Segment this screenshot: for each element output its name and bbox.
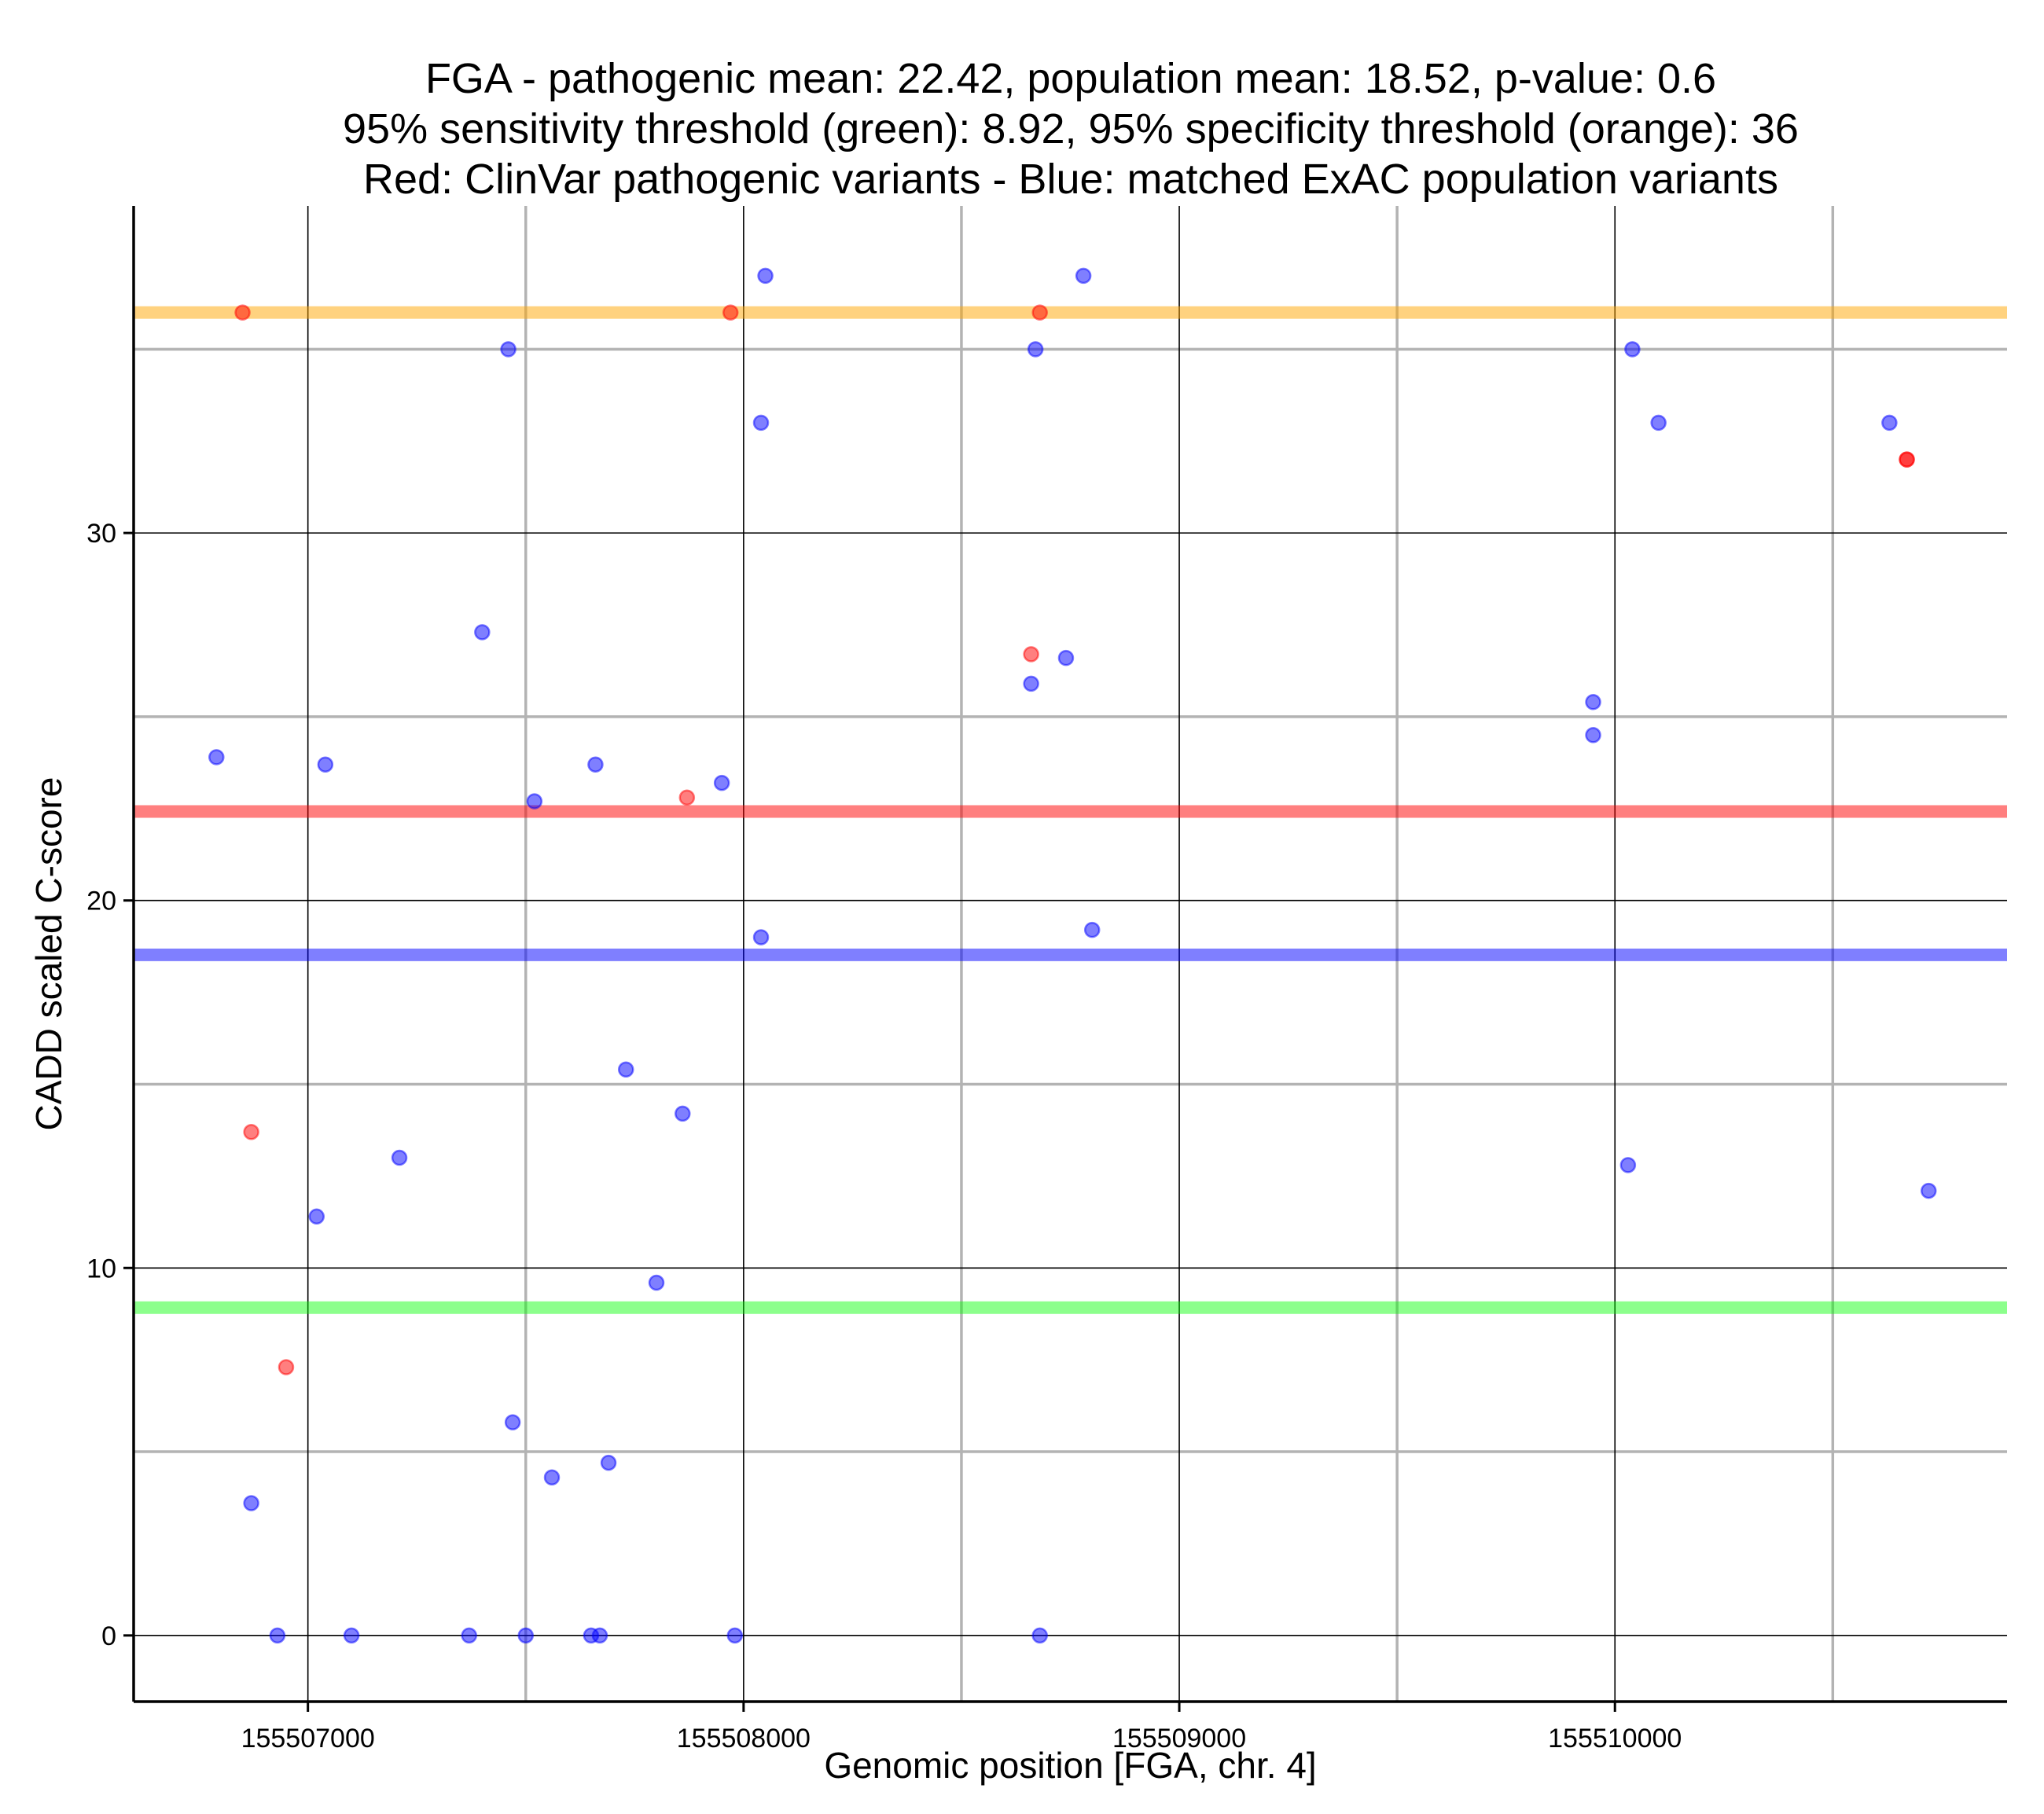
y-tick-label: 30 bbox=[86, 519, 116, 549]
data-point bbox=[1083, 921, 1101, 938]
data-point bbox=[474, 624, 491, 641]
data-point bbox=[678, 789, 696, 806]
data-point bbox=[1031, 304, 1048, 321]
title-line-2: 95% sensitivity threshold (green): 8.92,… bbox=[343, 105, 1799, 152]
data-point bbox=[675, 1105, 691, 1122]
data-point bbox=[617, 1061, 634, 1078]
data-point bbox=[726, 1627, 744, 1644]
x-tick-label: 155510000 bbox=[1548, 1724, 1682, 1753]
reference-lines bbox=[134, 306, 2007, 1314]
data-point bbox=[1023, 646, 1039, 663]
x-tick-label: 155507000 bbox=[241, 1724, 375, 1753]
data-point bbox=[1881, 414, 1898, 431]
data-point bbox=[526, 793, 543, 810]
data-point bbox=[278, 1359, 295, 1375]
data-point bbox=[648, 1274, 665, 1291]
data-point bbox=[757, 267, 774, 285]
data-point bbox=[1585, 727, 1601, 744]
data-point bbox=[1650, 414, 1667, 431]
data-point bbox=[500, 341, 517, 358]
data-points bbox=[208, 267, 1937, 1644]
y-tick-label: 10 bbox=[86, 1254, 116, 1283]
y-tick-label: 20 bbox=[86, 887, 116, 916]
data-point bbox=[308, 1208, 325, 1225]
data-point bbox=[269, 1627, 286, 1644]
data-point bbox=[1057, 649, 1075, 666]
data-point bbox=[243, 1124, 259, 1140]
data-point bbox=[591, 1627, 608, 1644]
data-point bbox=[752, 414, 770, 431]
data-point bbox=[752, 929, 770, 946]
data-point bbox=[1075, 267, 1092, 285]
title-line-1: FGA - pathogenic mean: 22.42, population… bbox=[425, 55, 1716, 102]
data-point bbox=[543, 1469, 561, 1486]
data-point bbox=[517, 1627, 535, 1644]
data-point bbox=[1619, 1157, 1637, 1173]
data-point bbox=[600, 1454, 617, 1471]
data-point bbox=[713, 774, 730, 791]
x-tick-label: 155508000 bbox=[677, 1724, 811, 1753]
data-point bbox=[1027, 341, 1044, 358]
title-line-3: Red: ClinVar pathogenic variants - Blue:… bbox=[363, 156, 1778, 203]
data-point bbox=[234, 304, 251, 321]
y-axis-title: CADD scaled C-score bbox=[28, 777, 69, 1131]
data-point bbox=[243, 1495, 259, 1511]
data-point bbox=[317, 756, 334, 773]
data-point bbox=[1624, 341, 1641, 358]
data-point bbox=[504, 1414, 521, 1430]
data-point bbox=[461, 1627, 477, 1644]
data-point bbox=[1031, 1627, 1048, 1644]
data-point bbox=[391, 1149, 408, 1166]
axes bbox=[123, 206, 2007, 1712]
data-point bbox=[1585, 693, 1601, 711]
tick-labels: 0 10 20 30 155507000 155508000 155509000 155510… bbox=[86, 519, 1682, 1753]
x-axis-title: Genomic position [FGA, chr. 4] bbox=[824, 1745, 1316, 1786]
data-point bbox=[208, 749, 225, 766]
data-point bbox=[1899, 451, 1915, 468]
x-tick-label: 155509000 bbox=[1112, 1724, 1246, 1753]
y-tick-label: 0 bbox=[101, 1621, 116, 1651]
data-point bbox=[1023, 675, 1039, 692]
chart-title: FGA - pathogenic mean: 22.42, population… bbox=[343, 55, 1799, 203]
data-point bbox=[1920, 1182, 1937, 1199]
data-point bbox=[722, 304, 739, 321]
data-point bbox=[343, 1627, 360, 1644]
data-point bbox=[587, 756, 604, 773]
